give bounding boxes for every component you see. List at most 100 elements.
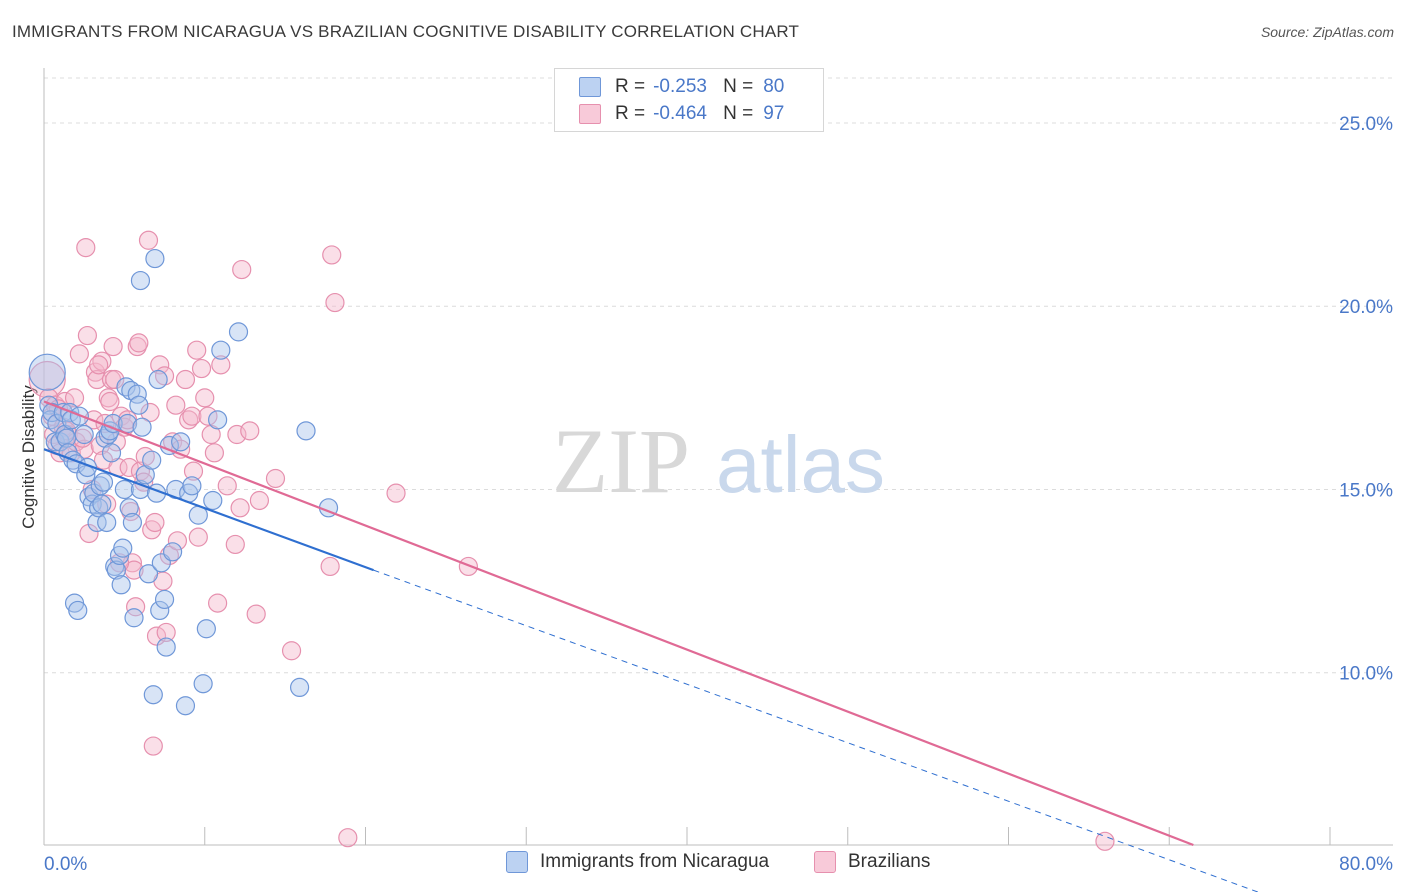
point-brazilians [246, 604, 266, 624]
point-brazilians [265, 468, 286, 489]
point-brazilians [320, 556, 340, 577]
point-brazilians [179, 410, 199, 430]
watermark-zip: ZIP [552, 410, 690, 512]
x-tick-labels: 0.0% 80.0% [44, 854, 1393, 875]
point-nicaragua [193, 674, 213, 694]
y-tick-label: 25.0% [1339, 114, 1393, 135]
point-brazilians [145, 512, 165, 533]
chart-source: Source: ZipAtlas.com [1260, 24, 1394, 40]
point-brazilians [191, 358, 212, 379]
x-tick-label: 0.0% [44, 854, 87, 875]
point-brazilians [154, 366, 175, 386]
legend-r-value: -0.253 [653, 76, 707, 97]
legend-swatch-blue [506, 851, 528, 873]
point-nicaragua [113, 538, 133, 558]
point-nicaragua [145, 248, 165, 269]
point-brazilians [187, 340, 207, 360]
point-brazilians [119, 457, 139, 478]
axis-layer [43, 68, 1393, 846]
point-brazilians [156, 622, 176, 643]
legend-r-label: R = [615, 76, 646, 97]
point-brazilians [458, 556, 478, 577]
point-brazilians [79, 523, 99, 544]
watermark-atlas: atlas [716, 420, 885, 509]
point-nicaragua [47, 413, 67, 434]
point-brazilians [1095, 831, 1115, 851]
point-brazilians [217, 476, 237, 496]
point-nicaragua [228, 322, 249, 342]
point-nicaragua [148, 369, 168, 390]
point-nicaragua [142, 450, 162, 470]
watermark: ZIP atlas [552, 410, 885, 512]
point-brazilians [183, 461, 204, 481]
point-nicaragua [143, 685, 163, 705]
point-nicaragua [196, 619, 216, 639]
point-nicaragua [97, 512, 117, 533]
legend-r-label: R = [615, 103, 646, 124]
points-layer [28, 230, 1115, 851]
point-nicaragua [211, 340, 231, 360]
point-nicaragua [106, 560, 126, 580]
point-nicaragua [154, 589, 175, 610]
chart-title: IMMIGRANTS FROM NICARAGUA VS BRAZILIAN C… [12, 22, 800, 41]
trend-line-nicaragua [43, 448, 374, 572]
point-brazilians [159, 545, 179, 566]
point-nicaragua [182, 476, 202, 496]
point-nicaragua [150, 600, 170, 621]
y-axis-label: Cognitive Disability [19, 385, 38, 529]
point-nicaragua [171, 432, 191, 452]
point-brazilians [204, 443, 224, 463]
point-nicaragua [111, 575, 131, 595]
point-nicaragua [130, 479, 151, 500]
x-tick-label: 80.0% [1339, 854, 1393, 875]
point-brazilians [175, 369, 196, 390]
point-brazilians [208, 593, 228, 613]
legend-swatch-pink [814, 851, 836, 873]
legend-row-nicaragua: R = -0.253 N = 80 [579, 75, 784, 99]
legend-row-brazilians: R = -0.464 N = 97 [579, 102, 784, 126]
legend-n-label: N = [723, 103, 754, 124]
point-brazilians [281, 641, 302, 661]
point-brazilians [92, 351, 112, 371]
point-brazilians [195, 388, 215, 408]
point-brazilians [69, 344, 89, 364]
point-brazilians [89, 355, 109, 375]
correlation-legend: R = -0.253 N = 80 R = -0.464 N = 97 [554, 68, 824, 132]
legend-r-value: -0.464 [653, 103, 707, 124]
y-tick-labels: 10.0% 15.0% 20.0% 25.0% [1339, 114, 1393, 685]
point-brazilians [240, 421, 260, 441]
point-nicaragua [138, 564, 159, 584]
point-brazilians [230, 498, 250, 518]
point-brazilians [105, 369, 125, 390]
point-nicaragua [114, 479, 134, 500]
legend-item-nicaragua[interactable]: Immigrants from Nicaragua [506, 851, 769, 873]
point-nicaragua [289, 677, 310, 698]
point-brazilians [182, 406, 202, 426]
point-brazilians [76, 237, 96, 258]
point-brazilians [249, 490, 270, 511]
point-nicaragua [103, 413, 123, 434]
point-brazilians [198, 406, 218, 426]
point-nicaragua [117, 413, 138, 434]
point-nicaragua [74, 424, 94, 445]
y-tick-label: 10.0% [1339, 664, 1393, 685]
point-brazilians [225, 534, 245, 555]
point-brazilians [44, 424, 64, 445]
point-nicaragua [163, 542, 183, 562]
point-brazilians [111, 406, 131, 426]
point-nicaragua [122, 512, 143, 533]
legend-item-label: Brazilians [848, 851, 931, 872]
point-nicaragua [28, 353, 66, 391]
point-nicaragua [76, 465, 96, 485]
point-brazilians [188, 527, 208, 547]
point-brazilians [211, 355, 231, 375]
point-brazilians [103, 336, 123, 357]
point-nicaragua [89, 498, 109, 518]
point-brazilians [167, 531, 188, 551]
legend-item-brazilians[interactable]: Brazilians [814, 851, 930, 873]
point-brazilians [64, 388, 85, 408]
point-nicaragua [156, 637, 176, 657]
point-nicaragua [129, 395, 149, 415]
legend-swatch-pink [579, 104, 601, 124]
